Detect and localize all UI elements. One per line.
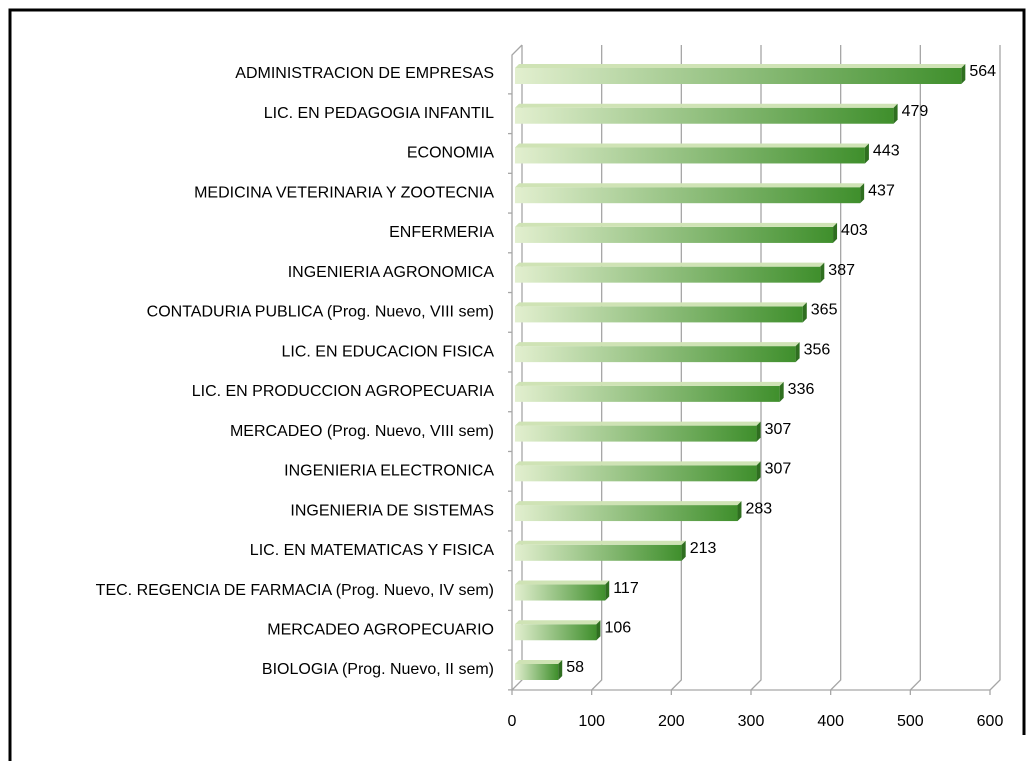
bar [515,187,861,204]
bar-end [558,660,563,680]
value-label: 307 [765,421,792,438]
grid-line [750,45,762,691]
bar-top [515,262,825,267]
y-axis [511,44,523,690]
value-label: 403 [841,222,868,239]
bar-top [515,540,686,545]
bar-end [756,461,761,482]
bar [515,226,834,243]
x-tick-label: 0 [508,713,517,730]
bar-top [515,421,761,426]
y-tick-label: LIC. EN PEDAGOGIA INFANTIL [264,105,494,122]
bar-top [515,222,838,227]
value-label: 479 [902,103,929,120]
bar [515,107,894,124]
value-label: 356 [804,341,831,358]
y-tick-label: LIC. EN EDUCACION FISICA [282,343,495,360]
y-tick-label: BIOLOGIA (Prog. Nuevo, II sem) [262,661,494,678]
x-tick-label: 200 [658,713,685,730]
bar-end [864,143,869,164]
bar-top [515,302,807,307]
value-label: 387 [828,262,855,279]
value-label: 106 [604,619,631,636]
bar-end [961,64,966,84]
x-tick-label: 400 [817,713,844,730]
bar [515,425,757,442]
value-label: 437 [868,182,895,199]
bar-end [860,183,865,204]
value-label: 283 [745,500,772,517]
bar-top [515,342,800,347]
bar-top [515,660,563,664]
x-tick-label: 100 [578,713,605,730]
y-tick-label: ECONOMIA [407,145,494,162]
value-label: 564 [969,63,996,80]
y-tick-label: MERCADEO (Prog. Nuevo, VIII sem) [230,423,494,440]
y-tick-label: LIC. EN MATEMATICAS Y FISICA [250,542,495,559]
value-label: 58 [566,659,584,676]
x-tick-label: 300 [738,713,765,730]
bar-end [833,222,838,243]
bar-end [795,342,800,363]
grid-line [591,45,603,691]
y-tick-label: MEDICINA VETERINARIA Y ZOOTECNIA [194,184,494,201]
bar [515,385,780,402]
value-label: 117 [613,580,639,597]
y-tick-label: INGENIERIA DE SISTEMAS [290,502,494,519]
value-label: 365 [811,302,838,319]
value-label: 213 [690,540,717,557]
grid-line [909,45,921,691]
bar-end [596,620,601,641]
bar-end [779,381,784,402]
y-tick-label: ENFERMERIA [389,224,494,241]
bar-end [893,103,898,124]
bar-top [515,103,898,108]
grid-line [670,45,682,691]
bar [515,306,803,323]
bar [515,346,796,363]
y-tick-label: MERCADEO AGROPECUARIO [267,621,494,638]
bar [515,544,682,561]
x-tick-label: 600 [977,713,1004,730]
bar [515,664,559,680]
bar-top [515,381,784,386]
bar-end [605,580,610,601]
bar-end [820,262,825,283]
bar-top [515,461,761,466]
frame [8,8,1026,761]
bar-top [515,580,610,585]
y-tick-label: LIC. EN PRODUCCION AGROPECUARIA [192,383,495,400]
bar [515,465,757,482]
bar-top [515,620,601,625]
value-label: 336 [788,381,815,398]
bar-top [515,64,966,68]
bar-top [515,143,869,148]
bar-end [681,540,686,561]
bar-end [737,501,742,522]
bar [515,624,597,641]
bar-end [802,302,807,323]
bar [515,505,738,522]
x-tick-label: 500 [897,713,924,730]
grid-line [830,45,842,691]
bar [515,147,865,164]
bar [515,584,606,601]
y-tick-label: ADMINISTRACION DE EMPRESAS [235,65,494,82]
y-tick-label: INGENIERIA AGRONOMICA [288,264,495,281]
bar-top [515,501,742,506]
value-label: 443 [873,143,900,160]
y-tick-label: TEC. REGENCIA DE FARMACIA (Prog. Nuevo, … [96,582,494,599]
grid-line [989,45,1001,691]
bar [515,68,962,84]
bar-end [756,421,761,442]
value-label: 307 [765,461,792,478]
y-tick-label: INGENIERIA ELECTRONICA [284,463,494,480]
y-tick-label: CONTADURIA PUBLICA (Prog. Nuevo, VIII se… [147,304,494,321]
bar [515,266,821,283]
bar-top [515,183,865,188]
